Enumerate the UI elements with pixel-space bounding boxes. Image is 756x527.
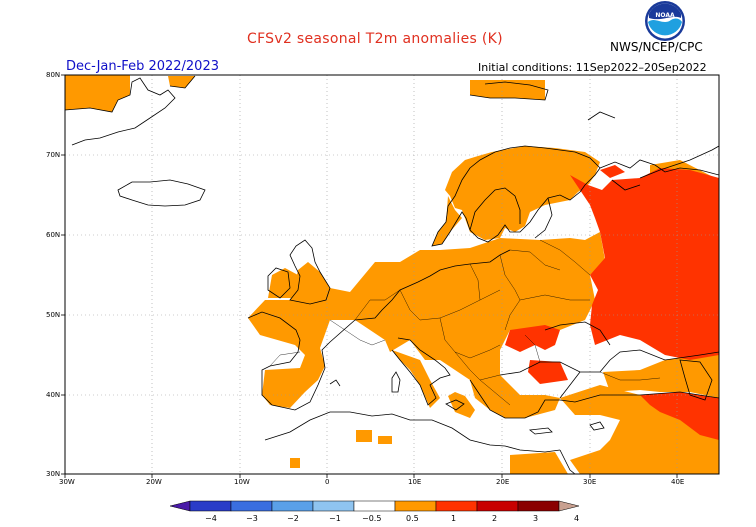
lat-label: 80N bbox=[46, 71, 60, 79]
logo-text: NOAA bbox=[655, 12, 675, 19]
agency-label: NWS/NCEP/CPC bbox=[610, 40, 703, 54]
coastlines bbox=[65, 75, 719, 474]
lat-label: 30N bbox=[46, 470, 60, 478]
initial-conditions: Initial conditions: 11Sep2022–20Sep2022 bbox=[478, 61, 707, 74]
colorbar-labels: −4 −3 −2 −1 −0.5 0.5 1 2 3 4 bbox=[205, 514, 579, 523]
lon-label: 10W bbox=[234, 478, 250, 486]
colorbar-label: 3 bbox=[533, 514, 538, 523]
colorbar-label: 0.5 bbox=[406, 514, 419, 523]
lon-label: 30E bbox=[583, 478, 596, 486]
lon-labels: 30W 20W 10W 0 10E 20E 30E 40E bbox=[59, 478, 684, 486]
colorbar-segment bbox=[189, 500, 232, 512]
lat-label: 50N bbox=[46, 311, 60, 319]
colorbar-label: −2 bbox=[287, 514, 299, 523]
lon-label: 0 bbox=[325, 478, 329, 486]
colorbar-segment bbox=[435, 500, 478, 512]
colorbar-label: −3 bbox=[246, 514, 258, 523]
colorbar-segment bbox=[312, 500, 355, 512]
colorbar-arrow-right bbox=[558, 500, 580, 512]
colorbar-segment bbox=[476, 500, 519, 512]
axis-ticks bbox=[61, 74, 678, 478]
lon-label: 30W bbox=[59, 478, 75, 486]
colorbar-segment bbox=[271, 500, 314, 512]
noaa-logo: NOAA bbox=[645, 1, 685, 41]
colorbar-label: 2 bbox=[492, 514, 497, 523]
colorbar-label: −1 bbox=[329, 514, 341, 523]
colorbar-label: −4 bbox=[205, 514, 217, 523]
lon-label: 20E bbox=[496, 478, 509, 486]
colorbar-arrow-left bbox=[169, 500, 191, 512]
colorbar-label: 4 bbox=[574, 514, 579, 523]
colorbar-segment bbox=[353, 500, 396, 512]
anomaly-shading bbox=[65, 75, 719, 474]
lon-label: 40E bbox=[671, 478, 684, 486]
lon-label: 10E bbox=[408, 478, 421, 486]
colorbar-segment bbox=[394, 500, 437, 512]
lat-labels: 80N 70N 60N 50N 40N 30N bbox=[46, 71, 60, 478]
colorbar-label: −0.5 bbox=[362, 514, 381, 523]
colorbar-segment bbox=[517, 500, 560, 512]
colorbar-segment bbox=[230, 500, 273, 512]
lat-label: 70N bbox=[46, 151, 60, 159]
lon-label: 20W bbox=[146, 478, 162, 486]
lat-label: 60N bbox=[46, 231, 60, 239]
anomaly-1-to-2-region bbox=[505, 165, 719, 440]
page-title: CFSv2 seasonal T2m anomalies (K) bbox=[247, 31, 503, 47]
lat-label: 40N bbox=[46, 391, 60, 399]
season-label: Dec-Jan-Feb 2022/2023 bbox=[66, 59, 219, 74]
colorbar bbox=[169, 500, 580, 512]
colorbar-label: 1 bbox=[451, 514, 456, 523]
country-borders bbox=[269, 239, 661, 406]
map-frame bbox=[64, 74, 720, 475]
